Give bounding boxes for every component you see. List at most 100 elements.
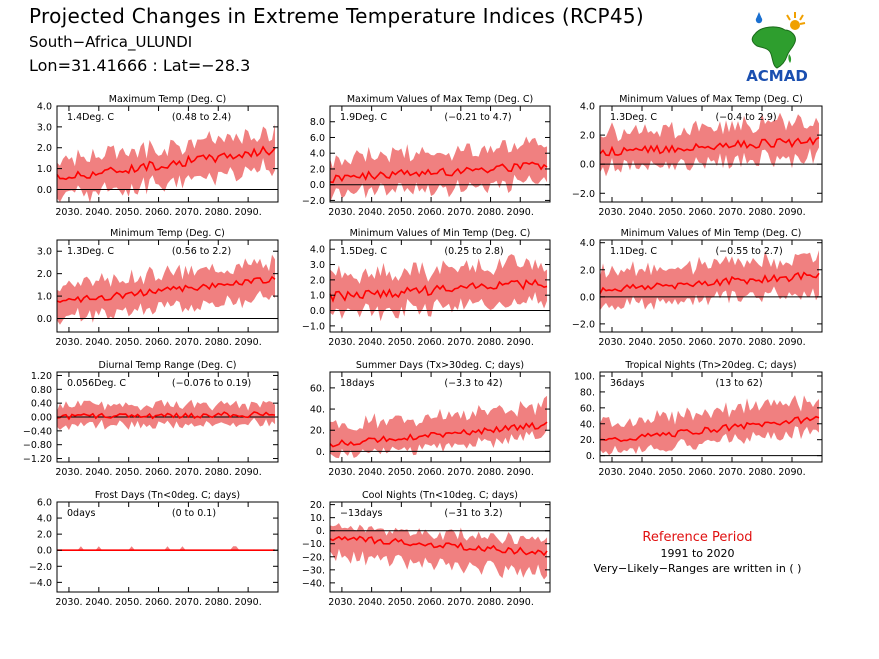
x-tick-label: 2040. [358,207,385,218]
change-value: −13days [340,508,383,519]
y-tick-label: 3.0 [37,122,52,133]
x-tick-label: 2030. [55,597,82,608]
x-tick-label: 2030. [598,467,625,478]
range-band [330,523,548,580]
x-tick-label: 2070. [175,337,202,348]
likely-range: (0.48 to 2.4) [172,112,231,123]
x-tick-label: 2040. [628,337,655,348]
y-tick-label: 1.0 [310,291,325,302]
range-band [600,395,819,456]
y-tick-label: 40. [310,405,325,416]
y-tick-label: 2.0 [37,269,52,280]
x-tick-label: 2060. [145,597,172,608]
x-tick-label: 2040. [628,467,655,478]
x-tick-label: 2070. [718,467,745,478]
x-tick-label: 2040. [85,597,112,608]
x-tick-label: 2060. [688,337,715,348]
x-tick-label: 2080. [477,337,504,348]
plot-frame [599,239,823,333]
chart-title: Minimum Values of Max Temp (Deg. C) [619,94,803,105]
y-tick-label: 6.0 [310,133,325,144]
chart-title: Tropical Nights (Tn>20deg. C; days) [624,360,796,371]
y-tick-label: −10. [302,539,325,550]
x-tick-label: 2090. [507,207,534,218]
x-tick-label: 2060. [417,597,444,608]
change-value: 1.4Deg. C [67,112,114,123]
change-value: 18days [340,378,375,389]
x-tick-label: 2030. [328,597,355,608]
y-tick-label: 80. [580,387,595,398]
median-line [329,161,548,184]
plot-frame [56,239,279,333]
y-tick-label: −4.0 [29,578,52,589]
y-tick-label: 0. [316,526,325,537]
chart-panel: 0.20.40.60.80.100.2030. 2040. 2050. 2060. 20… [574,360,823,478]
x-tick-label: 2090. [507,597,534,608]
y-tick-label: 60. [580,403,595,414]
x-tick-label: 2050. [388,207,415,218]
x-tick-label: 2070. [175,597,202,608]
y-tick-label: 8.0 [310,117,325,128]
x-tick-label: 2090. [507,467,534,478]
y-tick-label: 1.0 [37,292,52,303]
range-band [600,250,819,311]
y-tick-label: 1.0 [37,164,52,175]
reference-note: Very−Likely−Ranges are written in ( ) [593,562,802,575]
x-tick-label: 2070. [447,597,474,608]
x-tick-label: 2050. [115,597,142,608]
y-tick-label: 60. [310,383,325,394]
y-tick-label: 0.0 [37,546,52,557]
y-tick-label: 4.0 [580,238,595,249]
x-tick-label: 2030. [598,207,625,218]
chart-title: Summer Days (Tx>30deg. C; days) [356,360,524,371]
plot-frame [599,105,823,203]
y-tick-label: 20. [310,500,325,511]
median-line [599,415,820,443]
x-tick-label: 2060. [688,467,715,478]
x-tick-label: 2060. [417,337,444,348]
range-band [330,136,548,203]
y-tick-label: −1.0 [302,321,325,332]
x-tick-label: 2090. [235,337,262,348]
median-line [599,136,820,157]
x-tick-label: 2090. [235,207,262,218]
median-line [599,271,820,294]
y-tick-label: 0.0 [37,185,52,196]
y-tick-label: 2.0 [580,265,595,276]
x-tick-label: 2030. [328,337,355,348]
x-tick-label: 2070. [175,207,202,218]
x-tick-label: 2040. [628,207,655,218]
x-tick-label: 2040. [358,597,385,608]
median-line [56,145,276,181]
chart-panel: 0.0 1.0 2.0 3.0 2030. 2040. 2050. 2060. 2070. 208… [37,228,279,348]
x-tick-label: 2050. [115,207,142,218]
y-tick-label: 4.0 [310,149,325,160]
x-tick-label: 2030. [55,207,82,218]
likely-range: (−31 to 3.2) [444,508,502,519]
x-tick-label: 2060. [145,467,172,478]
reference-period-years: 1991 to 2020 [660,547,735,560]
change-value: 36days [610,378,645,389]
y-tick-label: 6.0 [37,498,52,509]
plot-frame [599,371,823,463]
y-tick-label: 4.0 [310,245,325,256]
median-line [329,278,548,303]
x-tick-label: 2080. [477,467,504,478]
chart-panel: −40.−30.−20.−10.0.10.20.2030. 2040. 2050. 2… [302,490,551,608]
chart-title: Maximum Temp (Deg. C) [109,94,226,105]
x-tick-label: 2060. [145,337,172,348]
y-tick-label: 20. [580,435,595,446]
y-tick-label: 0. [316,447,325,458]
range-band [600,112,819,177]
x-tick-label: 2060. [417,467,444,478]
chart-title: Minimum Values of Min Temp (Deg. C) [350,228,531,239]
location-name: South−Africa_ULUNDI [29,33,193,51]
x-tick-label: 2030. [328,467,355,478]
y-tick-label: −2.0 [29,562,52,573]
x-tick-label: 2040. [358,467,385,478]
change-value: 1.5Deg. C [340,246,387,257]
x-tick-label: 2030. [55,467,82,478]
median-line [56,275,276,304]
x-tick-label: 2080. [748,337,775,348]
plot-frame [329,105,551,203]
